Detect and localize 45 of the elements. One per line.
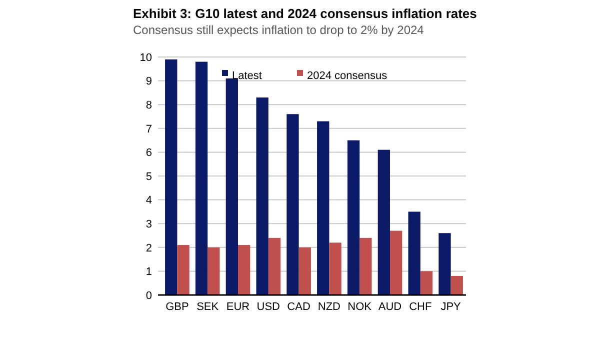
x-tick-label: CAD <box>287 301 310 313</box>
chart-subtitle: Consensus still expects inflation to drop to 2% by 2024 <box>133 23 424 37</box>
bar <box>378 150 390 295</box>
x-tick-label: AUD <box>378 301 402 313</box>
bar <box>390 230 402 295</box>
bar <box>360 238 372 295</box>
x-tick-label: CHF <box>409 301 432 313</box>
y-tick-label: 6 <box>146 147 152 160</box>
x-tick-label: EUR <box>226 301 250 313</box>
bar <box>208 247 220 295</box>
bar <box>256 97 268 295</box>
y-tick-label: 7 <box>146 123 152 136</box>
chart-title: Exhibit 3: G10 latest and 2024 consensus inflation rates <box>133 6 477 21</box>
bar <box>408 212 420 295</box>
y-tick-label: 0 <box>146 290 152 302</box>
bar <box>438 233 451 295</box>
y-tick-label: 3 <box>146 218 152 230</box>
y-tick-label: 4 <box>146 194 152 207</box>
x-tick-label: NOK <box>348 301 372 313</box>
bar <box>298 247 311 295</box>
y-tick-label: 2 <box>146 242 152 254</box>
bar <box>347 140 360 295</box>
y-tick-label: 8 <box>146 99 152 112</box>
x-tick-label: JPY <box>440 301 462 313</box>
x-tick-label: SEK <box>196 301 220 313</box>
y-tick-label: 10 <box>140 52 152 64</box>
bar <box>317 121 330 295</box>
bar <box>420 271 433 295</box>
bar <box>450 276 463 295</box>
bar <box>195 62 208 295</box>
legend-label: 2024 consensus <box>307 70 388 82</box>
y-tick-label: 9 <box>146 76 152 88</box>
bar <box>177 245 190 295</box>
bar <box>329 242 342 295</box>
bar <box>268 238 281 295</box>
bar <box>226 78 238 295</box>
y-tick-label: 5 <box>146 170 152 183</box>
bar <box>238 245 250 295</box>
legend-label: Latest <box>232 70 262 82</box>
x-tick-label: NZD <box>318 301 341 313</box>
y-tick-label: 1 <box>146 266 152 278</box>
x-tick-label: USD <box>256 301 280 313</box>
bar <box>165 59 178 295</box>
x-tick-label: GBP <box>166 301 189 313</box>
bar <box>286 114 299 295</box>
